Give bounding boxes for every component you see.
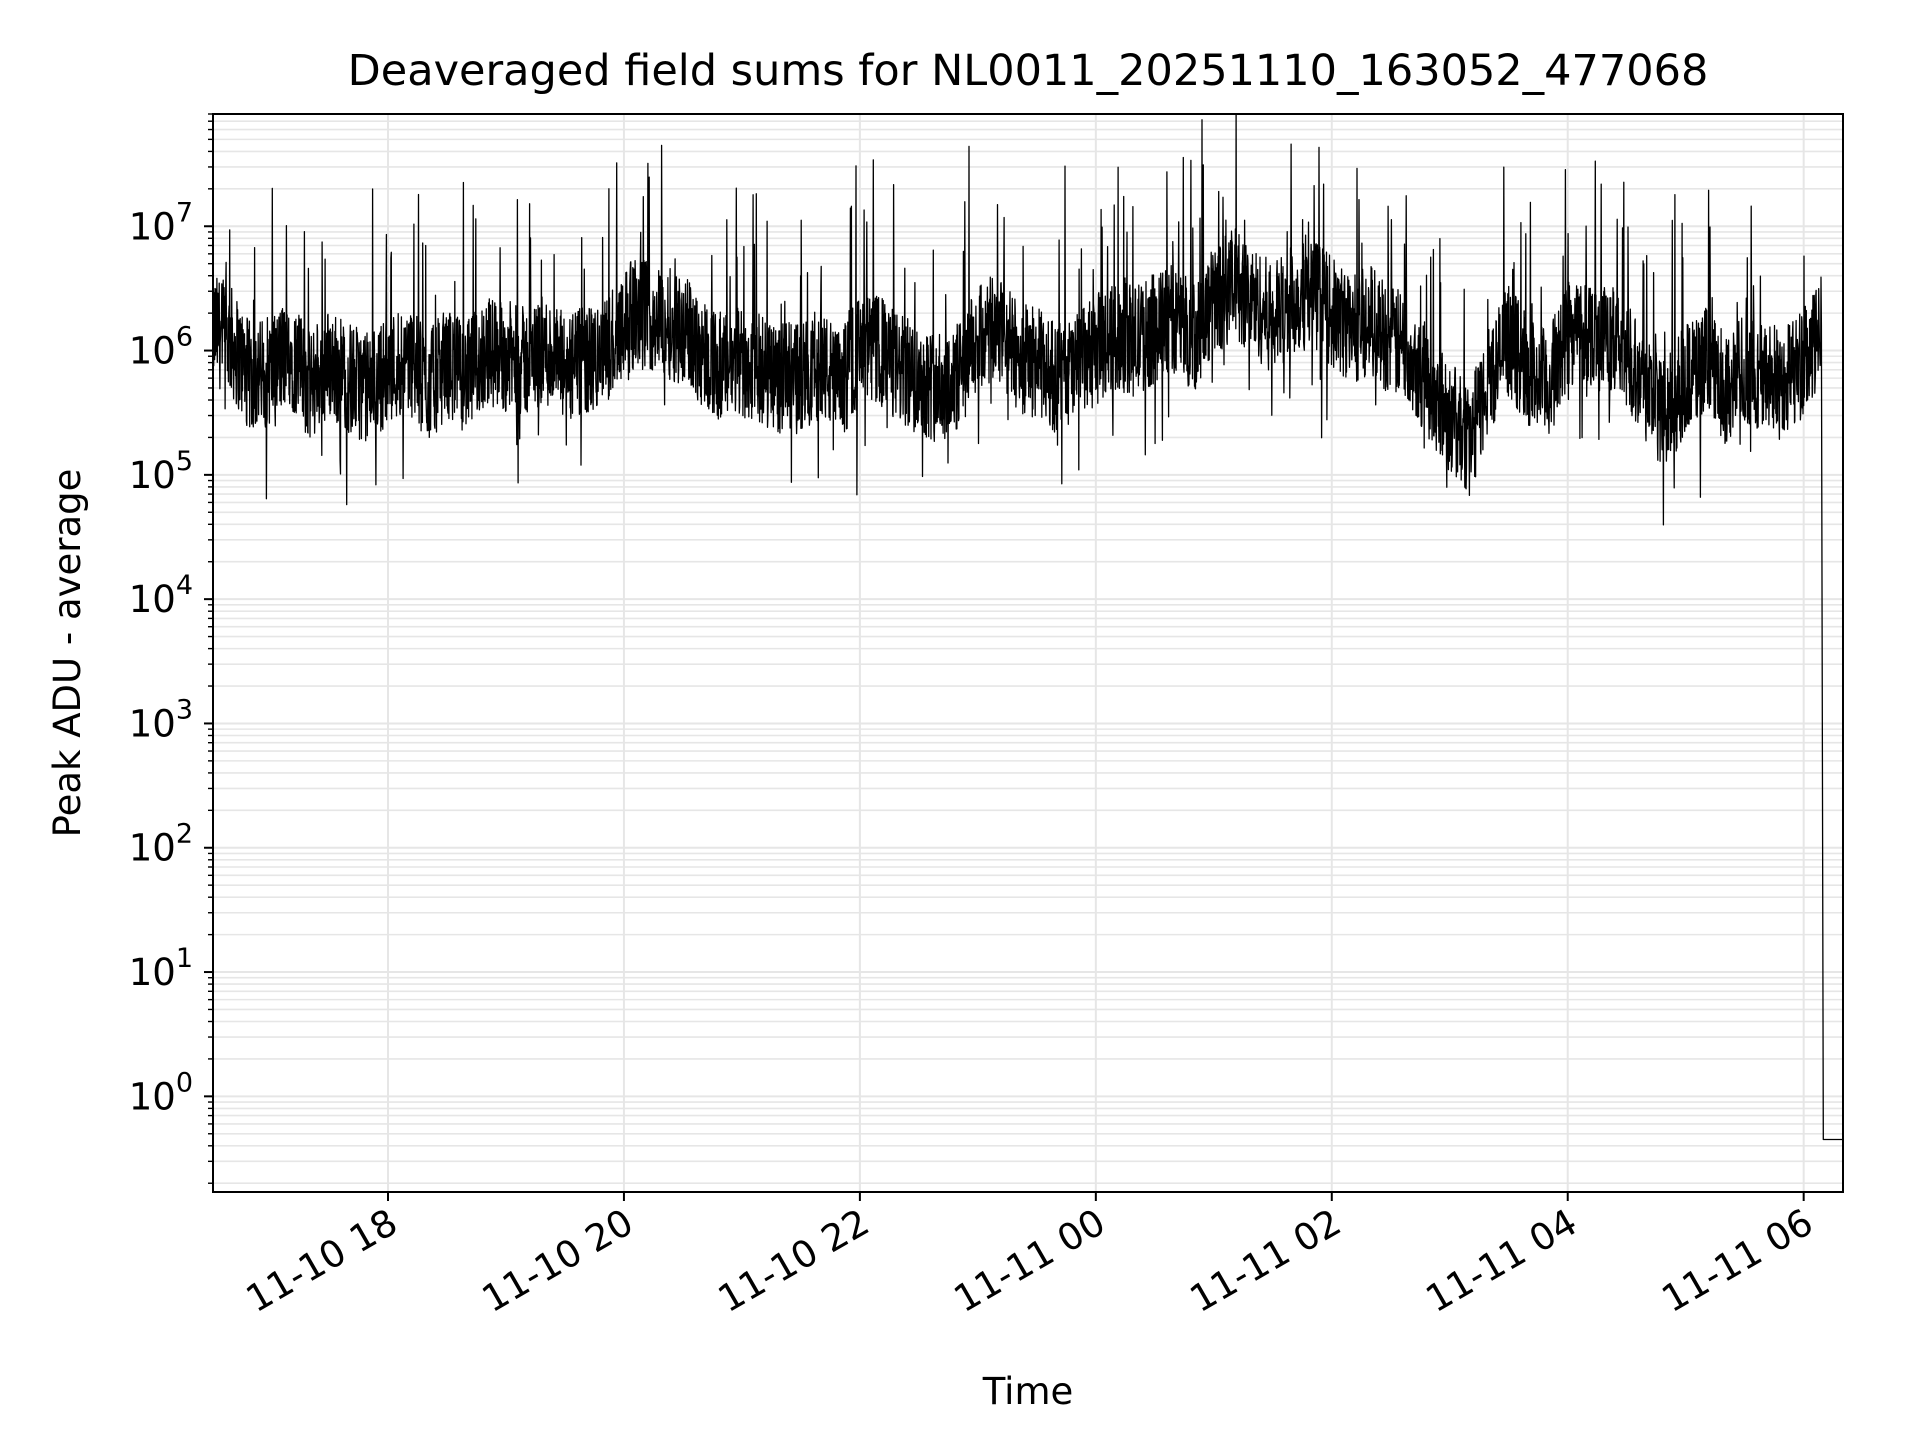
- y-tick-label: 103: [129, 694, 193, 745]
- y-axis-label: Peak ADU - average: [46, 469, 89, 838]
- y-tick-label: 100: [129, 1067, 193, 1118]
- y-tick-label: 106: [129, 322, 193, 373]
- y-tick-label: 105: [129, 446, 193, 497]
- y-tick-label: 107: [129, 197, 193, 248]
- x-axis-label: Time: [982, 1370, 1074, 1413]
- chart-title: Deaveraged field sums for NL0011_2025111…: [348, 46, 1709, 96]
- y-tick-label: 104: [129, 570, 193, 621]
- y-tick-label: 101: [129, 943, 193, 994]
- series-line: [213, 114, 1843, 1141]
- y-tick-label: 102: [129, 819, 193, 870]
- plot-frame: [212, 113, 1844, 1193]
- series-layer: [213, 114, 1843, 1141]
